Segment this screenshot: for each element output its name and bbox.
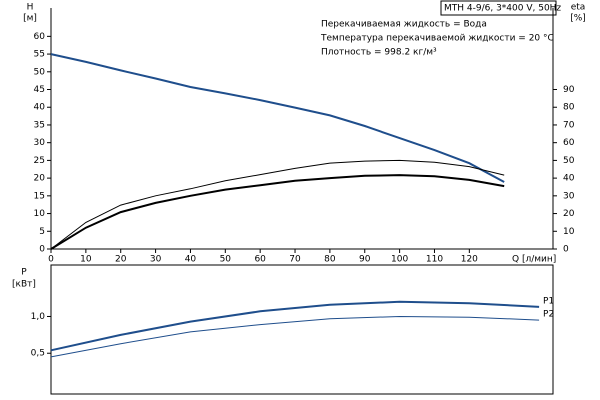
x-tick-label: 40	[185, 255, 197, 265]
y-label: H	[27, 3, 34, 13]
x-tick-label: 0	[48, 255, 54, 265]
y2-tick-label: 50	[563, 156, 575, 166]
y-tick-label: 1,0	[31, 312, 46, 322]
y-unit: [м]	[23, 14, 37, 24]
chart-title: MTH 4-9/6, 3*400 V, 50Hz	[444, 4, 561, 14]
series-label: P1	[543, 296, 554, 306]
y-tick-label: 60	[34, 32, 46, 42]
y-tick-label: 55	[34, 50, 45, 60]
annotation: Температура перекачиваемой жидкости = 20…	[320, 34, 554, 44]
title-box	[440, 0, 557, 16]
x-tick-label: 30	[150, 255, 162, 265]
y2-tick-label: 70	[563, 120, 575, 130]
y2-tick-label: 10	[563, 227, 575, 237]
y2-tick-label: 0	[563, 245, 569, 255]
x-tick-label: 110	[426, 255, 443, 265]
y-tick-label: 40	[34, 103, 46, 113]
y2-tick-label: 40	[563, 174, 575, 184]
y2-tick-label: 80	[563, 103, 575, 113]
curve	[50, 159, 505, 250]
x-tick-label: 50	[220, 255, 232, 265]
x-label: Q [л/мин]	[512, 255, 556, 265]
y-tick-label: 0	[39, 245, 45, 255]
x-tick-label: 20	[115, 255, 127, 265]
y-tick-label: 50	[34, 67, 46, 77]
curve	[50, 174, 505, 250]
y-tick-label: 35	[34, 120, 45, 130]
y-tick-label: 20	[34, 174, 46, 184]
x-tick-label: 80	[324, 255, 336, 265]
series-label: P2	[543, 310, 554, 320]
curve	[50, 315, 540, 358]
y-tick-label: 25	[34, 156, 45, 166]
y2-tick-label: 20	[563, 209, 575, 219]
y2-label: eta	[571, 3, 586, 13]
y-tick-label: 30	[34, 138, 46, 148]
y-tick-label: 15	[34, 191, 45, 201]
p-frame	[50, 264, 554, 395]
y2-tick-label: 90	[563, 85, 575, 95]
y2-tick-label: 30	[563, 191, 575, 201]
curve	[50, 300, 540, 352]
y-tick-label: 10	[34, 209, 46, 219]
y-unit: [кВт]	[12, 280, 36, 290]
x-tick-label: 10	[80, 255, 92, 265]
y2-unit: [%]	[570, 14, 586, 24]
x-tick-label: 60	[254, 255, 266, 265]
curve	[50, 53, 505, 183]
annotation: Перекачиваемая жидкость = Вода	[321, 20, 487, 30]
x-tick-label: 70	[289, 255, 301, 265]
x-tick-label: 90	[359, 255, 371, 265]
x-tick-label: 100	[391, 255, 408, 265]
x-tick-label: 120	[461, 255, 478, 265]
y-label: P	[21, 268, 27, 278]
annotation: Плотность = 998.2 кг/м³	[321, 48, 437, 58]
y-tick-label: 45	[34, 85, 45, 95]
y-tick-label: 0,5	[31, 349, 45, 359]
y2-tick-label: 60	[563, 138, 575, 148]
y-tick-label: 5	[39, 227, 45, 237]
